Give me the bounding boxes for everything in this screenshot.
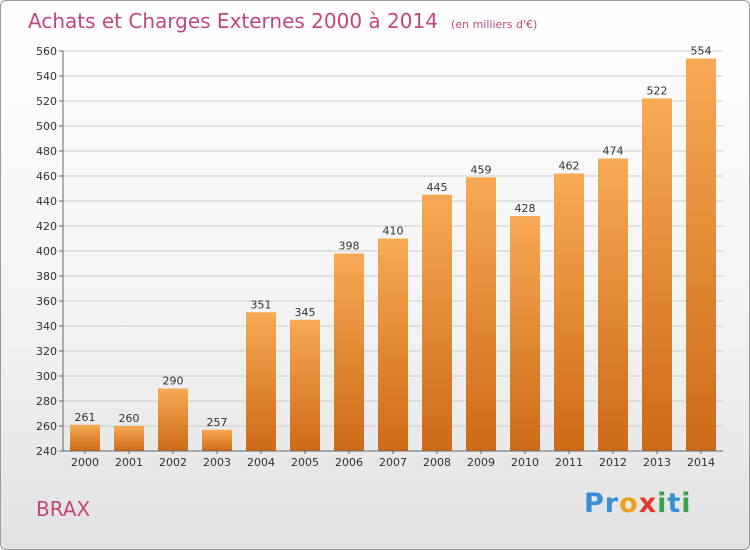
bar-2010 xyxy=(510,216,540,451)
bar-2014 xyxy=(686,58,716,451)
logo-letter: i xyxy=(657,488,668,519)
y-tick-label: 440 xyxy=(36,195,57,208)
proxiti-logo: Proxiti xyxy=(584,488,692,519)
bar-2001 xyxy=(114,426,144,451)
logo-letter: r xyxy=(604,488,620,519)
chart-title: Achats et Charges Externes 2000 à 2014 xyxy=(28,9,438,33)
data-label: 290 xyxy=(163,375,184,388)
data-label: 445 xyxy=(427,181,448,194)
x-tick-label: 2000 xyxy=(71,456,99,469)
data-label: 257 xyxy=(207,416,228,429)
data-label: 459 xyxy=(471,163,492,176)
x-tick-label: 2001 xyxy=(115,456,143,469)
commune-name: BRAX xyxy=(36,497,91,521)
x-tick-label: 2003 xyxy=(203,456,231,469)
y-tick-label: 260 xyxy=(36,420,57,433)
data-label: 522 xyxy=(647,85,668,98)
y-tick-label: 540 xyxy=(36,70,57,83)
data-label: 474 xyxy=(603,145,624,158)
x-tick-label: 2012 xyxy=(599,456,627,469)
y-tick-label: 320 xyxy=(36,345,57,358)
data-label: 410 xyxy=(383,225,404,238)
data-label: 398 xyxy=(339,240,360,253)
y-tick-label: 520 xyxy=(36,95,57,108)
data-label: 428 xyxy=(515,202,536,215)
y-tick-label: 400 xyxy=(36,245,57,258)
data-label: 554 xyxy=(691,45,712,58)
bar-2011 xyxy=(554,173,584,451)
logo-letter: t xyxy=(667,488,682,519)
y-tick-label: 560 xyxy=(36,45,57,58)
data-label: 351 xyxy=(251,298,272,311)
x-tick-label: 2007 xyxy=(379,456,407,469)
x-tick-label: 2014 xyxy=(687,456,715,469)
bar-2009 xyxy=(466,177,496,451)
y-tick-label: 480 xyxy=(36,145,57,158)
y-tick-label: 380 xyxy=(36,270,57,283)
x-tick-label: 2002 xyxy=(159,456,187,469)
logo-letter: P xyxy=(584,488,605,519)
bar-2003 xyxy=(202,429,232,451)
data-label: 462 xyxy=(559,160,580,173)
y-tick-label: 460 xyxy=(36,170,57,183)
bar-2002 xyxy=(158,388,188,451)
chart-subtitle: (en milliers d'€) xyxy=(451,18,538,31)
logo-letter: x xyxy=(638,488,658,519)
x-tick-label: 2010 xyxy=(511,456,539,469)
y-tick-label: 300 xyxy=(36,370,57,383)
x-tick-label: 2013 xyxy=(643,456,671,469)
logo-letter: i xyxy=(681,488,692,519)
x-tick-label: 2006 xyxy=(335,456,363,469)
bar-2008 xyxy=(422,194,452,451)
bar-2006 xyxy=(334,253,364,451)
bar-2007 xyxy=(378,238,408,451)
x-tick-label: 2005 xyxy=(291,456,319,469)
y-tick-label: 240 xyxy=(36,445,57,458)
bar-2012 xyxy=(598,158,628,451)
bar-2004 xyxy=(246,312,276,451)
bar-2005 xyxy=(290,319,320,451)
data-label: 261 xyxy=(75,411,96,424)
x-tick-label: 2009 xyxy=(467,456,495,469)
logo-letter: o xyxy=(619,488,639,519)
y-tick-label: 360 xyxy=(36,295,57,308)
y-tick-label: 280 xyxy=(36,395,57,408)
data-label: 260 xyxy=(119,412,140,425)
bars xyxy=(70,58,716,451)
x-tick-label: 2008 xyxy=(423,456,451,469)
chart-title-block: Achats et Charges Externes 2000 à 2014 (… xyxy=(28,9,537,33)
data-labels: 261 260 290 257 351 345 398 410 445 459 428 462 474 5… xyxy=(75,45,712,429)
axes: 240 260 280 300 320 340 360 380 400 420 440 460 480 5… xyxy=(36,45,723,469)
data-label: 345 xyxy=(295,306,316,319)
y-tick-label: 420 xyxy=(36,220,57,233)
x-tick-label: 2011 xyxy=(555,456,583,469)
x-tick-label: 2004 xyxy=(247,456,275,469)
y-tick-label: 500 xyxy=(36,120,57,133)
y-tick-label: 340 xyxy=(36,320,57,333)
bar-2000 xyxy=(70,424,100,451)
bar-2013 xyxy=(642,98,672,451)
